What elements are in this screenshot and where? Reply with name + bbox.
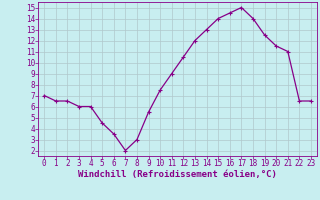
X-axis label: Windchill (Refroidissement éolien,°C): Windchill (Refroidissement éolien,°C): [78, 170, 277, 179]
